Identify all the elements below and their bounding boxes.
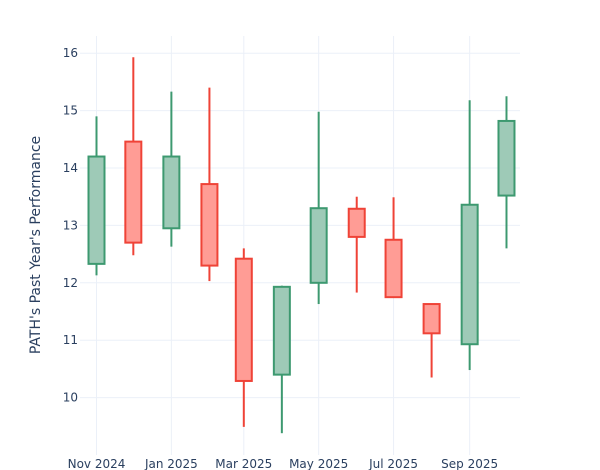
candle-up (272, 285, 291, 434)
candle-body (384, 238, 403, 299)
candle-down (384, 197, 403, 299)
y-tick-label: 14 (63, 161, 78, 175)
grid (80, 36, 520, 455)
candle-body (234, 257, 253, 382)
y-tick-label: 10 (63, 391, 78, 405)
candle-body (497, 119, 516, 197)
candle-body (162, 155, 181, 230)
candle-down (200, 87, 219, 282)
x-tick-label: Jan 2025 (144, 457, 198, 470)
candle-down (124, 57, 143, 256)
candle-body (124, 140, 143, 244)
candle-body (347, 207, 366, 238)
candles (87, 57, 516, 434)
y-tick-label: 13 (63, 218, 78, 232)
candle-body (460, 203, 479, 346)
candle-body (422, 303, 441, 335)
x-tick-label: May 2025 (289, 457, 348, 470)
candle-up (309, 111, 328, 305)
x-tick-label: Jul 2025 (368, 457, 418, 470)
candle-body (309, 207, 328, 284)
candle-up (87, 116, 106, 276)
y-tick-label: 11 (63, 333, 78, 347)
y-tick-label: 12 (63, 276, 78, 290)
tick-labels: 10 11 12 13 14 15 16 Nov 2024 Jan 2025 Mar 2025 Ma… (63, 46, 498, 470)
candle-body (87, 155, 106, 265)
x-tick-label: Nov 2024 (68, 457, 126, 470)
y-tick-label: 15 (63, 104, 78, 118)
candle-up (162, 91, 181, 247)
y-axis-label: PATH's Past Year's Performance (28, 136, 44, 354)
candle-up (497, 96, 516, 249)
x-tick-label: Sep 2025 (441, 457, 498, 470)
candle-down (347, 196, 366, 293)
y-tick-label: 16 (63, 46, 78, 60)
x-tick-label: Mar 2025 (215, 457, 272, 470)
candle-down (234, 248, 253, 427)
candle-up (460, 100, 479, 371)
candle-body (272, 285, 291, 376)
candle-body (200, 183, 219, 267)
candle-down (422, 303, 441, 378)
